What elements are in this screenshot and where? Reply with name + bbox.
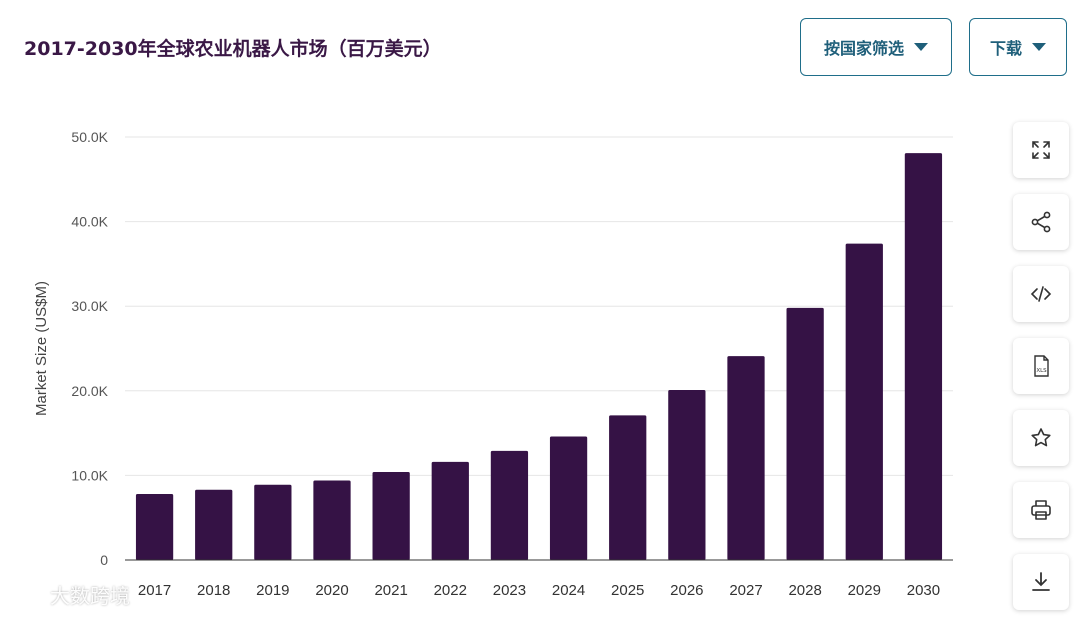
download-button[interactable] (1013, 554, 1069, 610)
x-tick-label: 2026 (670, 582, 703, 599)
y-axis-label: Market Size (US$M) (33, 281, 50, 416)
xls-file-icon: XLS (1034, 355, 1049, 377)
expand-button[interactable] (1013, 122, 1069, 178)
x-axis-ticks: 2017 2018 2019 2020 2021 2022 2023 2024 2025 2026… (138, 582, 940, 599)
bar-2018[interactable] (195, 489, 233, 560)
filter-button-label: 按国家筛选 (823, 39, 904, 58)
x-tick-label: 2028 (788, 582, 821, 599)
chart-title: 2017-2030年全球农业机器人市场（百万美元） (24, 38, 442, 60)
y-tick-label: 50.0K (71, 129, 108, 145)
y-axis-ticks: 0 10.0K 20.0K 30.0K 40.0K 50.0K (71, 129, 108, 568)
bar-2030[interactable] (904, 153, 943, 560)
watermark: 大数跨境 (8, 580, 130, 609)
x-tick-label: 2025 (611, 582, 644, 599)
share-icon (1031, 211, 1051, 233)
filter-by-country-button[interactable]: 按国家筛选 (800, 18, 952, 76)
bar-2028[interactable] (786, 307, 824, 560)
bar-2027[interactable] (727, 356, 765, 560)
expand-icon (1032, 141, 1050, 159)
x-tick-label: 2021 (374, 582, 407, 599)
x-tick-label: 2024 (552, 582, 585, 599)
watermark-text: 大数跨境 (50, 584, 130, 608)
y-tick-label: 30.0K (71, 298, 108, 314)
bar-2019[interactable] (254, 484, 292, 560)
bar-2029[interactable] (845, 243, 883, 560)
bar-2023[interactable] (490, 450, 529, 560)
x-tick-label: 2017 (138, 582, 171, 599)
x-tick-label: 2022 (434, 582, 467, 599)
gridlines (125, 136, 953, 476)
embed-code-icon (1030, 286, 1052, 302)
favorite-button[interactable] (1013, 410, 1069, 466)
bar-2020[interactable] (313, 480, 351, 560)
x-tick-label: 2020 (315, 582, 348, 599)
y-tick-label: 10.0K (71, 467, 108, 483)
x-tick-label: 2029 (848, 582, 881, 599)
download-button-label: 下载 (989, 39, 1022, 58)
x-tick-label: 2018 (197, 582, 230, 599)
download-icon (1032, 572, 1050, 591)
bar-2024[interactable] (549, 436, 588, 560)
bar-2022[interactable] (431, 461, 469, 560)
y-tick-label: 20.0K (71, 383, 108, 399)
bars (135, 153, 943, 560)
print-button[interactable] (1013, 482, 1069, 538)
xls-label: XLS (1036, 368, 1047, 374)
bar-2017[interactable] (135, 494, 174, 560)
x-tick-label: 2030 (907, 582, 940, 599)
caret-down-icon (1032, 43, 1046, 51)
xls-export-button[interactable]: XLS (1013, 338, 1069, 394)
embed-code-button[interactable] (1013, 266, 1069, 322)
x-tick-label: 2027 (729, 582, 762, 599)
watermark-logo-icon (9, 587, 41, 602)
x-tick-label: 2019 (256, 582, 289, 599)
share-button[interactable] (1013, 194, 1069, 250)
y-tick-label: 0 (100, 552, 108, 568)
bar-2026[interactable] (668, 389, 706, 560)
bar-2025[interactable] (609, 415, 647, 560)
download-menu-button[interactable]: 下载 (969, 18, 1067, 76)
x-tick-label: 2023 (493, 582, 526, 599)
print-icon (1031, 500, 1051, 520)
star-icon (1031, 428, 1051, 447)
caret-down-icon (914, 43, 928, 51)
y-tick-label: 40.0K (71, 214, 108, 230)
bar-2021[interactable] (372, 472, 410, 560)
